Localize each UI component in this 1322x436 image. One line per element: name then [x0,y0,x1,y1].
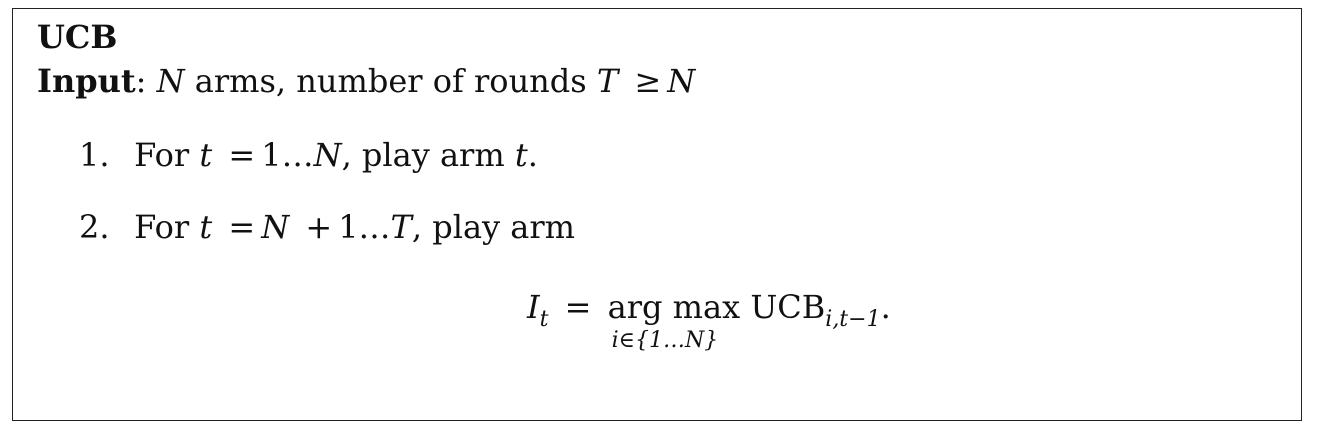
argmax-text: arg max [607,288,741,326]
equation-eq: = [564,288,592,326]
step-2-for: For [134,208,190,246]
step-2-start: N [261,208,290,246]
input-n: N [156,62,185,100]
input-text: arms, number of rounds [194,62,587,100]
algorithm-box: UCB Input: N arms, number of rounds T ≥ N… [12,8,1302,421]
input-line: Input: N arms, number of rounds T ≥ N [37,61,695,101]
step-1-for: For [134,136,190,174]
input-t: T [596,62,619,100]
input-n2: N [667,62,696,100]
step-2-end: T [390,208,412,246]
algorithm-title: UCB [37,18,118,56]
step-2-number: 2. [79,208,110,246]
step-1-period: . [527,136,538,174]
step-1-play: , play arm [341,136,505,174]
equation-period: . [880,288,891,326]
step-2-one: 1 [338,208,359,246]
equation-rhs-sub: i,t−1 [825,307,881,332]
step-2: 2. For t = N +1…T, play arm [79,207,575,247]
step-2-plus: + [305,208,333,246]
input-colon: : [135,62,147,100]
step-1: 1. For t = 1…N, play arm t. [79,135,538,175]
step-1-t: t [199,136,213,174]
equation-rhs: UCB [750,288,826,326]
equation-lhs-sub: t [539,307,549,332]
step-1-arm: t [514,136,528,174]
argmax-operator: arg max i∈{1…N} [607,287,741,353]
input-ge: ≥ [634,62,662,100]
step-1-dots: … [281,136,314,174]
step-1-end: N [313,136,342,174]
step-1-start: 1 [261,136,282,174]
equation-lhs: I [527,288,540,326]
argmax-equation: It = arg max i∈{1…N} UCBi,t−1. [527,287,891,353]
input-label: Input [37,62,136,100]
step-2-dots: … [358,208,391,246]
step-2-t: t [199,208,213,246]
step-1-number: 1. [79,136,110,174]
step-2-eq: = [228,208,256,246]
step-2-play: , play arm [411,208,575,246]
argmax-subscript: i∈{1…N} [611,328,719,353]
step-1-eq: = [228,136,256,174]
